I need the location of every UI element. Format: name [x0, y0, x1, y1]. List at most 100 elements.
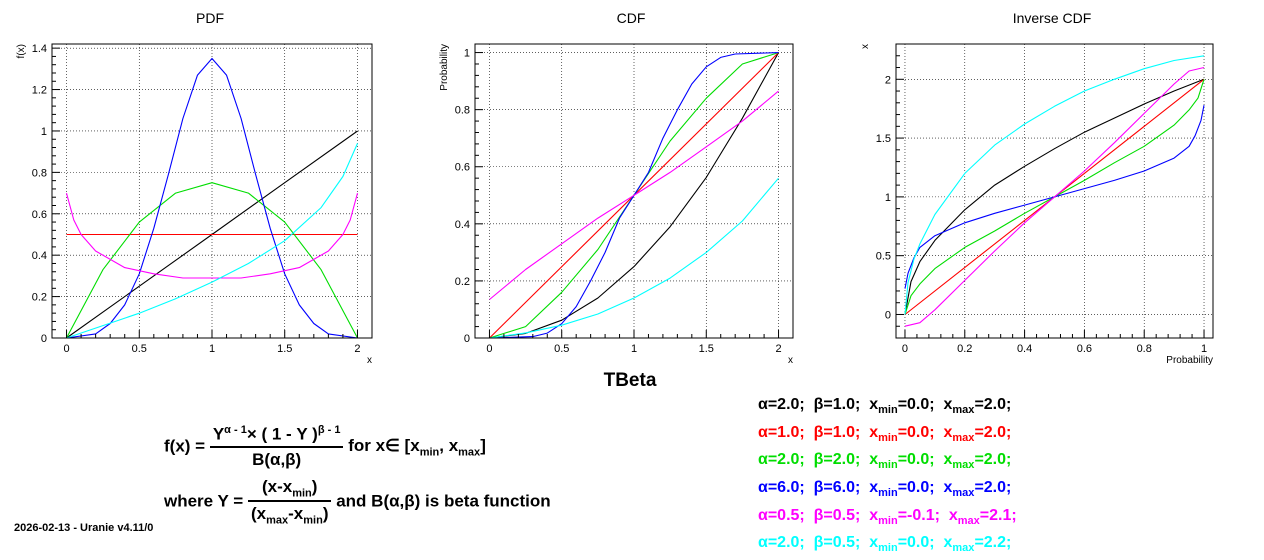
formula-sub-max: max [458, 446, 481, 459]
pdf-x-tick-label: 0 [63, 343, 69, 355]
legend-xmax-value: =2.2; [974, 534, 1012, 552]
inverse-cdf-series-4-line [904, 66, 1205, 327]
parameter-legend: α=2.0; β=1.0; xmin=0.0; xmax=2.0; α=1.0; … [758, 394, 1017, 560]
pdf-y-tick-label: 0.6 [32, 209, 47, 221]
cdf-x-tick-label: 0.5 [554, 343, 569, 355]
legend-xmin-x: x [869, 451, 879, 469]
inverse-cdf-x-tick-label: 0.4 [1017, 343, 1032, 355]
formula-lhs: f(x) = [164, 436, 206, 456]
inverse-cdf-y-tick-label: 2 [885, 74, 891, 86]
inverse-cdf-x-tick-label: 0.6 [1077, 343, 1092, 355]
legend-xmin-sub: min [878, 514, 898, 527]
legend-row: α=2.0; β=1.0; xmin=0.0; xmax=2.0; [758, 394, 1017, 422]
pdf-y-tick-label: 0 [41, 333, 47, 345]
pdf-x-axis-label: x [367, 355, 372, 366]
formula-numerator: Yα - 1× ( 1 - Y )β - 1 [209, 424, 344, 448]
y-num-close: ) [311, 477, 318, 496]
formula-num-term: × ( 1 - Y ) [246, 424, 318, 444]
cdf-y-tick-label: 0.2 [455, 276, 470, 288]
pdf-series-5-line [66, 143, 359, 339]
legend-xmax-value: =2.0; [974, 451, 1012, 469]
inverse-cdf-x-tick-label: 0.2 [957, 343, 972, 355]
legend-row: α=2.0; β=0.5; xmin=0.0; xmax=2.2; [758, 532, 1017, 560]
pdf-y-tick-label: 1.4 [32, 43, 47, 55]
inverse-cdf-series-5-line [904, 55, 1205, 315]
legend-xmax-value: =2.0; [974, 423, 1012, 441]
cdf-y-tick-label: 1 [464, 48, 470, 60]
legend-xmax-x: x [943, 396, 953, 413]
pdf-y-tick-label: 0.8 [32, 167, 47, 179]
pdf-series-4-line [65, 192, 359, 279]
legend-xmin-value: =0.0; [897, 451, 935, 469]
cdf-x-tick-label: 1.5 [699, 343, 714, 355]
formula-close: ] [480, 436, 486, 456]
legend-xmin-sub: min [878, 431, 898, 444]
legend-xmin-sub: min [878, 404, 898, 417]
cdf-series-4-line [489, 90, 779, 300]
legend-beta: β=0.5; [813, 506, 861, 524]
formula-for-text: for x∈ [x [348, 436, 420, 456]
y-den-open: (x [250, 504, 267, 524]
legend-row: α=0.5; β=0.5; xmin=-0.1; xmax=2.1; [758, 505, 1017, 533]
legend-xmax-sub: max [957, 514, 980, 527]
formula-num-term-exponent: β - 1 [317, 424, 341, 436]
cdf-x-axis-label: x [788, 355, 793, 366]
cdf-y-axis-label: Probability [439, 44, 450, 91]
cdf-y-tick-label: 0 [464, 333, 470, 345]
pdf-y-axis-label: f(x) [16, 44, 27, 58]
legend-alpha: α=2.0; [758, 451, 805, 469]
cdf-series-5-line [489, 177, 779, 339]
inverse-cdf-y-tick-label: 0 [885, 309, 891, 321]
cdf-x-tick-label: 0 [486, 343, 492, 355]
legend-xmin-value: =-0.1; [897, 506, 940, 524]
legend-row: α=1.0; β=1.0; xmin=0.0; xmax=2.0; [758, 422, 1017, 450]
charts-svg: 0 0.5 1 1.5 2 0 0.2 0.4 0.6 0.8 1 1.2 1.4 x f(x) 0 0.5 1 1… [16, 43, 1214, 366]
legend-beta: β=2.0; [813, 451, 861, 469]
pdf-series-3-line [66, 57, 358, 339]
legend-alpha: α=6.0; [758, 479, 805, 497]
formula-sub-min: min [419, 446, 440, 459]
legend-xmin-value: =0.0; [897, 534, 935, 552]
y-numerator: (x-xmin) [247, 477, 332, 503]
legend-xmax-value: =2.1; [979, 506, 1017, 524]
legend-xmax-sub: max [952, 542, 975, 555]
formula-comma: , x [439, 436, 459, 456]
y-num-text: (x-x [261, 477, 293, 496]
legend-xmax-sub: max [952, 404, 975, 417]
pdf-x-tick-label: 2 [354, 343, 360, 355]
legend-xmin-value: =0.0; [897, 479, 935, 497]
legend-xmax-sub: max [952, 431, 975, 444]
pdf-formula: f(x) = Yα - 1× ( 1 - Y )β - 1 B(α,β) for… [164, 424, 486, 470]
inverse-cdf-x-tick-label: 1 [1201, 343, 1207, 355]
legend-alpha: α=1.0; [758, 423, 805, 441]
inverse-cdf-y-tick-label: 0.5 [876, 251, 891, 263]
formula-denominator: B(α,β) [252, 449, 302, 469]
y-num-sub: min [292, 487, 312, 500]
pdf-x-tick-label: 1.5 [277, 343, 292, 355]
inverse-cdf-y-tick-label: 1.5 [876, 133, 891, 145]
legend-xmin-value: =0.0; [897, 396, 935, 413]
legend-xmax-sub: max [952, 459, 975, 472]
inverse-cdf-plot-area [896, 44, 1213, 338]
cdf-x-tick-label: 1 [631, 343, 637, 355]
legend-xmax-value: =2.0; [974, 396, 1012, 413]
pdf-y-tick-label: 1 [41, 126, 47, 138]
inverse-cdf-y-axis-label: x [860, 44, 871, 49]
pdf-y-tick-label: 0.2 [32, 292, 47, 304]
y-fraction: (x-xmin) (xmax-xmin) [247, 477, 332, 527]
pdf-x-tick-label: 0.5 [132, 343, 147, 355]
legend-xmin-sub: min [878, 542, 898, 555]
legend-beta: β=0.5; [813, 534, 861, 552]
pdf-y-tick-label: 0.4 [32, 250, 47, 262]
y-formula: where Y = (x-xmin) (xmax-xmin) and B(α,β… [164, 477, 551, 527]
cdf-x-tick-label: 2 [775, 343, 781, 355]
legend-beta: β=6.0; [813, 479, 861, 497]
legend-xmax-x: x [943, 451, 953, 469]
legend-row: α=2.0; β=2.0; xmin=0.0; xmax=2.0; [758, 449, 1017, 477]
inverse-cdf-x-axis-label: Probability [1166, 355, 1213, 366]
legend-xmax-value: =2.0; [974, 479, 1012, 497]
formula-tail: and B(α,β) is beta function [336, 491, 551, 511]
formula-fraction: Yα - 1× ( 1 - Y )β - 1 B(α,β) [209, 424, 344, 470]
inverse-cdf-y-tick-label: 1 [885, 192, 891, 204]
cdf-y-tick-label: 0.8 [455, 105, 470, 117]
